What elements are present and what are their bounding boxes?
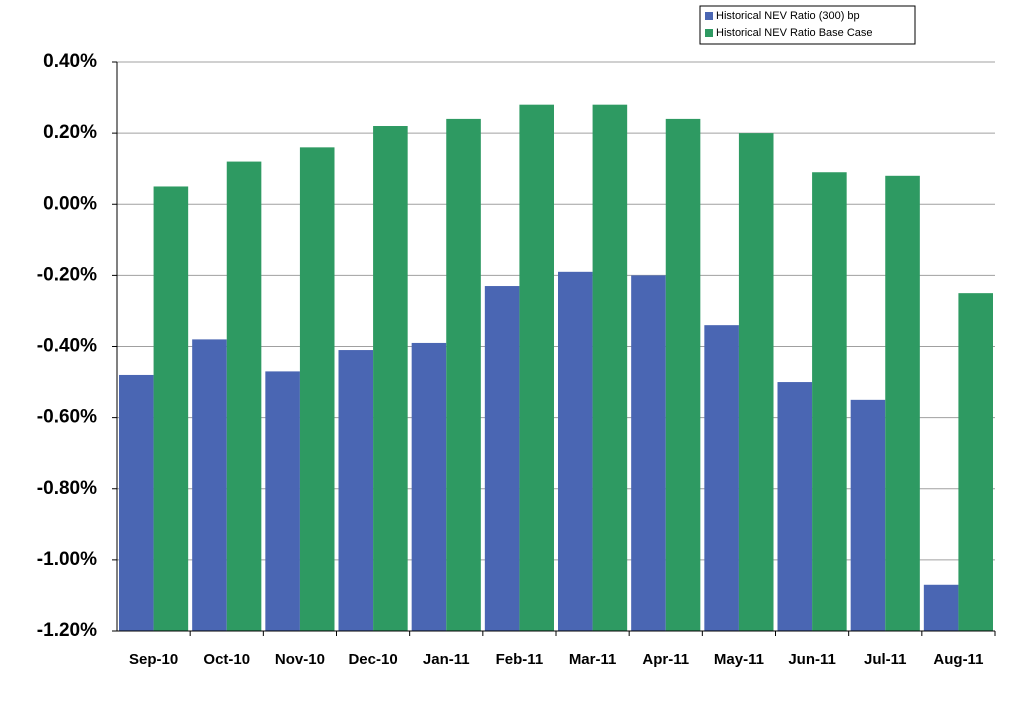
bar — [631, 275, 666, 631]
x-tick-label: Aug-11 — [933, 651, 983, 668]
x-tick-label: Feb-11 — [496, 651, 544, 668]
x-tick-label: Jun-11 — [788, 651, 836, 668]
bar — [665, 118, 701, 631]
x-tick-label: Dec-10 — [348, 651, 397, 668]
bar — [519, 104, 554, 632]
bar — [373, 126, 408, 631]
legend-label: Historical NEV Ratio (300) bp — [716, 10, 860, 22]
bar — [958, 293, 993, 631]
bar — [226, 161, 262, 631]
bar — [119, 374, 154, 631]
y-tick-label: -1.00% — [37, 549, 97, 570]
x-tick-label: Oct-10 — [203, 651, 250, 668]
bar — [738, 133, 774, 631]
x-tick-label: Jul-11 — [864, 651, 907, 668]
bar — [777, 382, 813, 631]
x-tick-label: Mar-11 — [569, 651, 617, 668]
legend-box — [699, 5, 916, 45]
x-tick-label: Jan-11 — [423, 651, 470, 668]
bar — [850, 399, 886, 631]
bar — [592, 104, 628, 632]
bar — [153, 186, 189, 631]
bar — [704, 325, 739, 631]
y-tick-label: 0.20% — [43, 122, 97, 143]
x-tick-label: May-11 — [714, 651, 764, 668]
bar — [299, 147, 335, 631]
bar — [558, 271, 593, 631]
y-tick-label: -0.60% — [37, 407, 97, 428]
bar — [446, 118, 481, 631]
y-tick-label: -0.40% — [37, 336, 97, 357]
x-tick-label: Nov-10 — [275, 651, 325, 668]
y-tick-label: -0.80% — [37, 478, 97, 499]
y-tick-label: 0.00% — [43, 193, 97, 214]
legend-swatch — [705, 29, 713, 37]
x-tick-label: Sep-10 — [129, 651, 178, 668]
legend-label: Historical NEV Ratio Base Case — [716, 27, 873, 39]
legend-swatch — [705, 12, 713, 20]
bar — [484, 286, 520, 631]
y-tick-label: 0.40% — [43, 51, 97, 72]
bar — [192, 339, 227, 631]
bar — [923, 584, 959, 631]
bar — [411, 342, 447, 631]
y-tick-label: -1.20% — [37, 620, 97, 641]
y-tick-label: -0.20% — [37, 264, 97, 285]
bar — [812, 172, 847, 631]
bar — [338, 350, 374, 631]
x-tick-label: Apr-11 — [642, 651, 689, 668]
bar — [885, 175, 920, 632]
bar — [265, 371, 300, 631]
